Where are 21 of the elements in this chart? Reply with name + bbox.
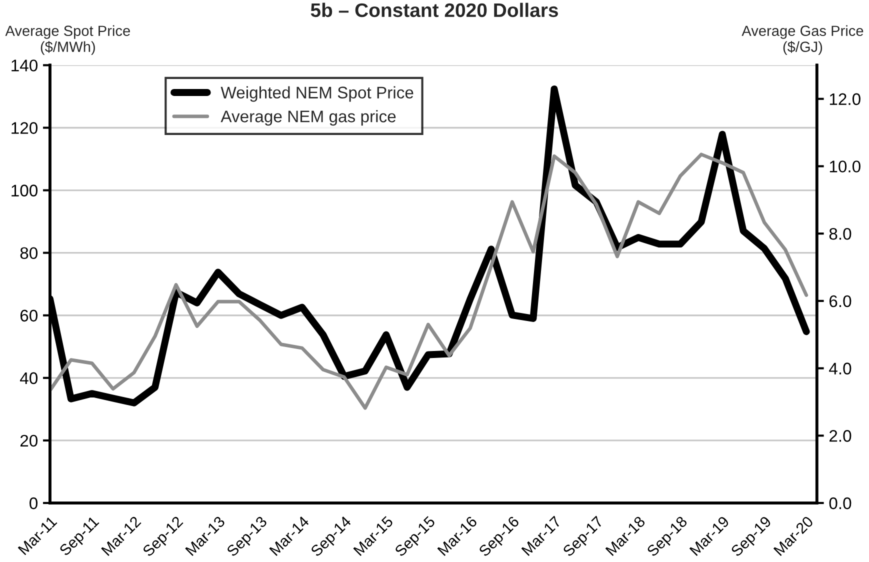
y-tick-label: 20 [20,434,38,447]
y-tick-label: 0 [30,497,38,510]
y2-axis-title: Average Gas Price ($/GJ) [742,25,864,55]
legend-label: Weighted NEM Spot Price [220,86,414,102]
y-tick-label: 40 [20,372,38,384]
y-tick-label: 140 [12,60,38,72]
y-tick-label: 120 [12,122,38,134]
chart-title: 5b – Constant 2020 Dollars [310,2,558,18]
y-tick-label: 100 [12,184,38,196]
y-axis-title: Average Spot Price ($/MWh) [5,25,130,55]
y2-tick-label: 12.0 [830,93,860,106]
y2-tick-label: 0.0 [829,497,852,510]
legend-label: Average NEM gas price [220,110,396,126]
y-tick-label: 80 [20,247,38,260]
y2-tick-label: 10.0 [830,160,860,172]
y2-tick-label: 6.0 [830,295,852,308]
y2-tick-label: 4.0 [829,362,852,374]
y-tick-label: 60 [20,310,38,322]
y2-tick-label: 2.0 [830,430,852,442]
line-series [50,152,808,410]
y2-tick-label: 8.0 [829,228,852,240]
